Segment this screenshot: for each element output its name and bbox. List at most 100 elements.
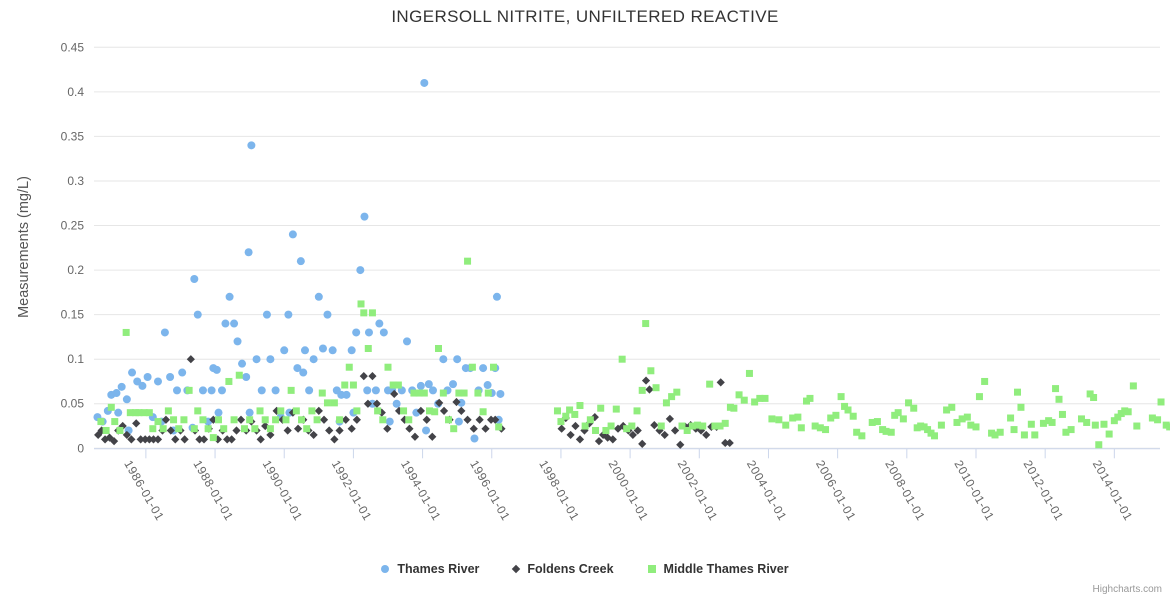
data-point	[608, 423, 615, 430]
data-point	[1017, 404, 1024, 411]
data-point	[554, 407, 561, 414]
data-point	[469, 364, 476, 371]
data-point	[671, 426, 679, 434]
data-point	[108, 404, 115, 411]
data-point	[634, 407, 641, 414]
y-tick-label: 0.05	[61, 397, 85, 411]
x-tick-label: 2004-01-01	[744, 458, 790, 523]
data-point	[383, 425, 391, 433]
data-point	[910, 405, 917, 412]
x-tick-label: 1990-01-01	[260, 458, 306, 523]
gridlines: 00.050.10.150.20.250.30.350.40.45	[61, 40, 1160, 455]
data-point	[567, 431, 575, 439]
data-point	[175, 425, 182, 432]
data-point	[997, 429, 1004, 436]
data-point	[194, 407, 201, 414]
data-point	[232, 426, 240, 434]
data-point	[97, 418, 104, 425]
data-point	[431, 408, 438, 415]
data-point	[1049, 419, 1056, 426]
data-point	[128, 369, 136, 377]
data-point	[576, 402, 583, 409]
data-point	[931, 432, 938, 439]
data-point	[386, 418, 394, 426]
legend-item-thames-river[interactable]: Thames River	[381, 562, 479, 576]
data-point	[154, 418, 161, 425]
x-tick-label: 2012-01-01	[1021, 458, 1067, 523]
data-point	[461, 390, 468, 397]
data-point	[838, 393, 845, 400]
data-point	[253, 355, 261, 363]
data-point	[595, 437, 603, 445]
data-point	[422, 426, 430, 434]
data-point	[154, 377, 162, 385]
legend-item-middle-thames-river[interactable]: Middle Thames River	[648, 562, 789, 576]
data-point	[132, 419, 140, 427]
data-point	[215, 409, 223, 417]
data-point	[379, 416, 386, 423]
data-point	[138, 382, 146, 390]
chart-title: INGERSOLL NITRITE, UNFILTERED REACTIVE	[0, 7, 1170, 27]
data-point	[576, 435, 584, 443]
data-point	[236, 372, 243, 379]
data-point	[284, 311, 292, 319]
data-point	[888, 429, 895, 436]
data-point	[380, 328, 388, 336]
data-point	[324, 399, 331, 406]
legend-label-middle-thames-river: Middle Thames River	[664, 562, 789, 576]
series-diamond	[94, 355, 734, 449]
data-point	[484, 381, 492, 389]
data-point	[257, 407, 264, 414]
data-point	[194, 311, 202, 319]
data-point	[470, 425, 478, 433]
highcharts-credits-link[interactable]: Highcharts.com	[1093, 584, 1162, 595]
data-point	[676, 441, 684, 449]
y-tick-label: 0.1	[67, 352, 84, 366]
data-point	[421, 390, 428, 397]
data-point	[400, 407, 407, 414]
data-point	[363, 386, 371, 394]
data-point	[429, 386, 437, 394]
data-point	[496, 390, 504, 398]
data-point	[231, 416, 238, 423]
data-point	[289, 230, 297, 238]
data-point	[1106, 431, 1113, 438]
data-point	[619, 356, 626, 363]
data-point	[210, 434, 217, 441]
data-point	[597, 405, 604, 412]
legend: Thames River Foldens Creek Middle Thames…	[0, 562, 1170, 576]
data-point	[1154, 416, 1161, 423]
data-point	[638, 440, 646, 448]
data-point	[360, 372, 368, 380]
data-point	[315, 293, 323, 301]
data-point	[118, 383, 126, 391]
x-tick-label: 1994-01-01	[398, 458, 444, 523]
data-point	[1011, 426, 1018, 433]
data-point	[173, 386, 181, 394]
data-point	[280, 346, 288, 354]
data-point	[440, 390, 447, 397]
data-point	[722, 420, 729, 427]
data-point	[221, 320, 229, 328]
data-point	[220, 425, 227, 432]
data-point	[247, 141, 255, 149]
x-tick-label: 1988-01-01	[190, 458, 236, 523]
data-point	[186, 387, 193, 394]
data-point	[368, 372, 376, 380]
data-point	[650, 421, 658, 429]
data-point	[1130, 382, 1137, 389]
data-point	[1092, 422, 1099, 429]
data-point	[1031, 431, 1038, 438]
data-point	[1021, 431, 1028, 438]
legend-item-foldens-creek[interactable]: Foldens Creek	[513, 562, 613, 576]
data-point	[571, 411, 578, 418]
data-point	[874, 418, 881, 425]
data-point	[230, 320, 238, 328]
data-point	[294, 425, 302, 433]
x-tick-label: 1996-01-01	[467, 458, 513, 523]
data-point	[348, 346, 356, 354]
data-point	[348, 425, 356, 433]
data-point	[647, 367, 654, 374]
data-point	[490, 364, 497, 371]
